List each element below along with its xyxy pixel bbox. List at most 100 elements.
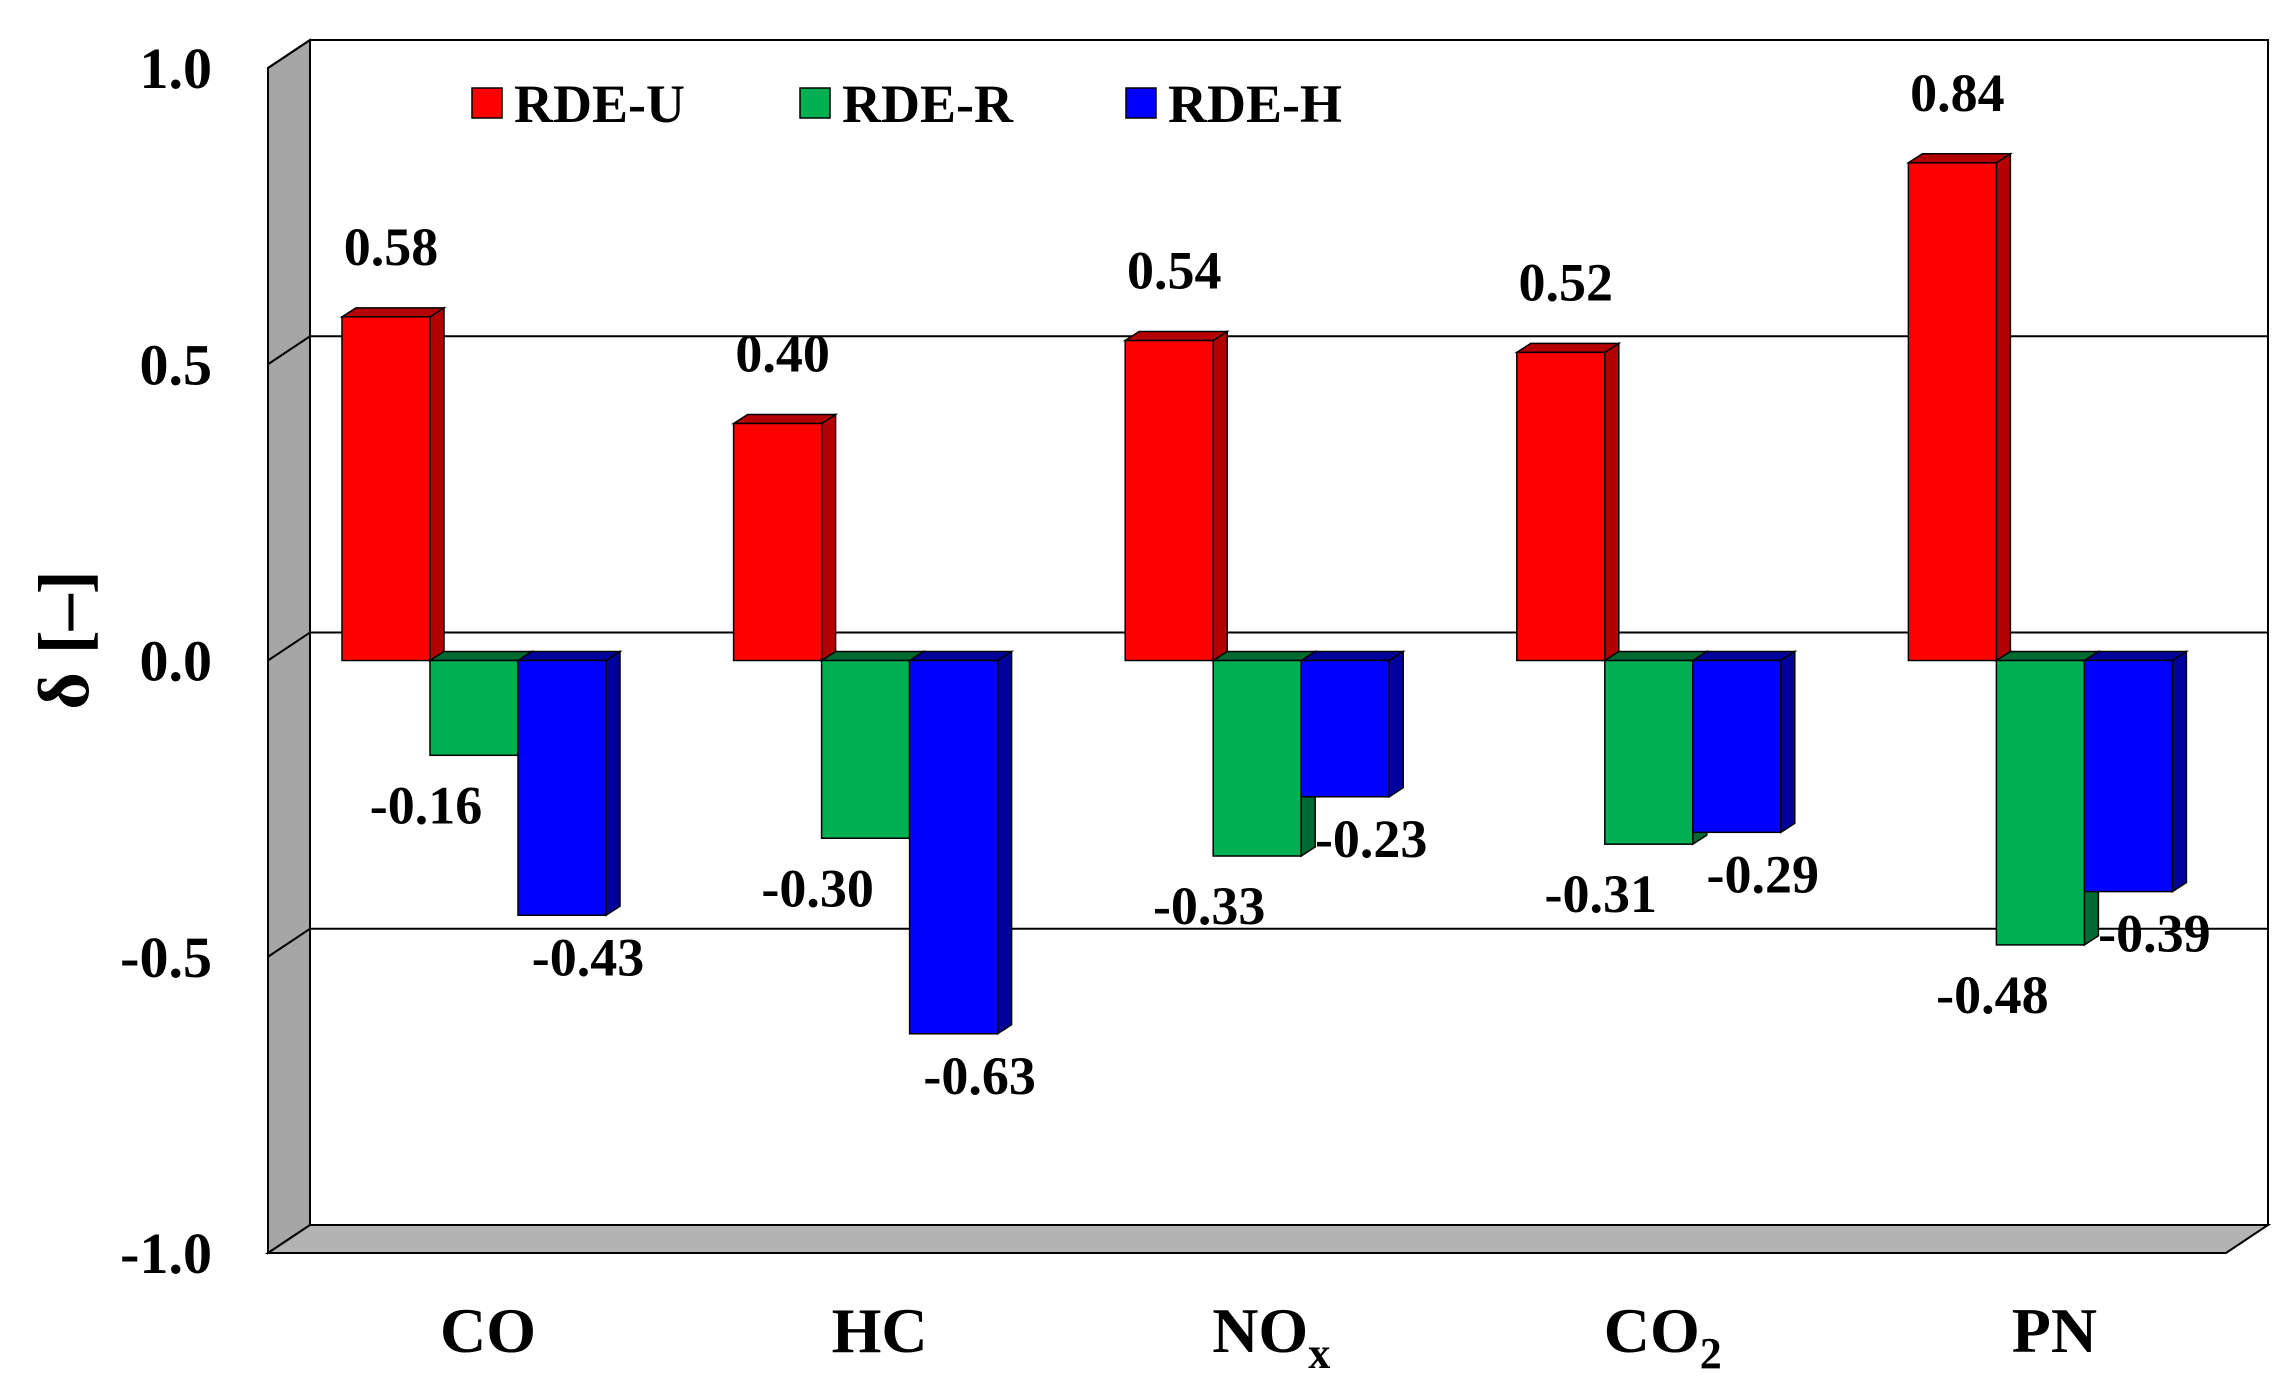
x-tick-main: CO — [1604, 1295, 1700, 1366]
legend-item-rde-r: RDE-R — [799, 74, 1014, 134]
bar-front-face — [1300, 659, 1390, 798]
bar-side-face — [2171, 650, 2188, 893]
bar-top-face — [1993, 650, 2101, 662]
bars — [339, 152, 2189, 1036]
bar-side-face — [1388, 650, 1404, 799]
bar-labels: 0.58 -0.16 -0.43 0.40 -0.30 -0.63 0.54 -0.33 -0.… — [344, 63, 2211, 1106]
legend-label: RDE-R — [842, 74, 1014, 134]
bar-front-face — [517, 659, 607, 917]
bar-side-face — [429, 306, 445, 662]
legend: RDE-U RDE-R RDE-H — [471, 74, 1342, 134]
bar-side-face — [1780, 650, 1796, 834]
bar-top-face — [1602, 650, 1710, 662]
bar-top-face — [1514, 342, 1622, 354]
legend-label: RDE-U — [514, 74, 685, 134]
data-label: -0.30 — [761, 858, 873, 918]
data-label: 0.40 — [735, 324, 830, 384]
x-tick-subscript: 2 — [1700, 1329, 1722, 1378]
x-tick-main: HC — [832, 1295, 928, 1366]
bar-top-face — [427, 650, 535, 662]
bar-rde-h-1 — [907, 650, 1015, 1036]
bar-rde-u-4 — [1905, 152, 2013, 662]
bar-rde-h-3 — [1690, 650, 1798, 834]
x-tick-main: NO — [1212, 1295, 1308, 1366]
bar-rde-r-1 — [819, 650, 927, 840]
bar-rde-u-2 — [1122, 330, 1230, 662]
bar-front-face — [341, 316, 431, 662]
x-tick-label: CO — [440, 1295, 536, 1366]
bar-front-face — [1692, 659, 1782, 834]
data-label: -0.33 — [1153, 876, 1265, 936]
data-label: -0.48 — [1936, 965, 2048, 1025]
bar-front-face — [2083, 659, 2174, 893]
bar-top-face — [1298, 650, 1406, 662]
data-label: -0.63 — [923, 1046, 1035, 1106]
bar-front-face — [1907, 162, 1998, 662]
bar-rde-u-3 — [1514, 342, 1622, 662]
y-tick-label: -0.5 — [120, 925, 212, 990]
bar-top-face — [515, 650, 623, 662]
x-axis: CO HC NOx CO2 PN — [440, 1295, 2097, 1378]
x-tick-label: PN — [2012, 1295, 2097, 1366]
gridline — [267, 39, 2268, 69]
bar-top-face — [2081, 650, 2189, 662]
x-tick-main: PN — [2012, 1295, 2097, 1366]
data-label: -0.23 — [1315, 809, 1427, 869]
legend-swatch — [471, 87, 503, 119]
bar-front-face — [429, 659, 519, 757]
bar-rde-r-2 — [1210, 650, 1318, 858]
y-tick-label: 0.0 — [140, 629, 213, 694]
y-axis-label: δ [–] — [24, 570, 104, 709]
legend-item-rde-h: RDE-H — [1125, 74, 1342, 134]
x-tick-label: NOx — [1212, 1295, 1330, 1378]
bar-side-face — [605, 650, 621, 917]
bar-rde-h-2 — [1298, 650, 1406, 799]
bar-side-face — [1995, 152, 2012, 662]
x-tick-subscript: x — [1308, 1329, 1330, 1378]
data-label: -0.16 — [370, 775, 482, 835]
bar-front-face — [1124, 339, 1214, 662]
bar-rde-u-0 — [339, 306, 447, 662]
legend-swatch — [1125, 87, 1157, 119]
x-tick-label: HC — [832, 1295, 928, 1366]
bar-front-face — [908, 659, 999, 1035]
data-label: -0.29 — [1707, 844, 1819, 904]
bar-rde-h-4 — [2081, 650, 2189, 893]
bar-side-face — [820, 413, 837, 662]
data-label: 0.58 — [344, 217, 439, 277]
bar-top-face — [1905, 153, 2013, 164]
bar-front-face — [1212, 659, 1302, 857]
y-axis: 1.0 0.5 0.0 -0.5 -1.0 — [120, 36, 212, 1286]
bar-rde-h-0 — [515, 650, 623, 917]
data-label: 0.84 — [1910, 63, 2005, 123]
bar-top-face — [907, 650, 1015, 662]
bar-front-face — [820, 659, 911, 839]
bar-top-face — [819, 650, 927, 662]
data-label: 0.54 — [1127, 241, 1222, 301]
x-tick-label: CO2 — [1604, 1295, 1722, 1378]
plot-floor — [264, 1224, 2272, 1254]
bar-front-face — [732, 422, 823, 662]
bar-top-face — [731, 413, 839, 425]
bar-top-face — [1210, 650, 1318, 662]
legend-item-rde-u: RDE-U — [471, 74, 685, 134]
data-label: -0.43 — [532, 927, 644, 987]
bar-side-face — [1212, 330, 1228, 662]
bar-front-face — [1516, 351, 1606, 662]
bar-top-face — [1122, 330, 1230, 342]
legend-swatch — [799, 87, 831, 119]
y-tick-label: 0.5 — [140, 332, 213, 397]
data-label: 0.52 — [1519, 252, 1614, 312]
bar-top-face — [339, 307, 447, 318]
bar-rde-u-1 — [731, 413, 839, 662]
x-tick-main: CO — [440, 1295, 536, 1366]
bar-front-face — [1995, 659, 2086, 946]
bar-front-face — [1604, 659, 1694, 845]
gridline — [267, 927, 2268, 958]
data-label: -0.31 — [1545, 864, 1657, 924]
y-tick-label: 1.0 — [140, 36, 213, 101]
bar-rde-r-0 — [427, 650, 535, 757]
bar-top-face — [1690, 650, 1798, 662]
gridline — [267, 335, 2268, 366]
